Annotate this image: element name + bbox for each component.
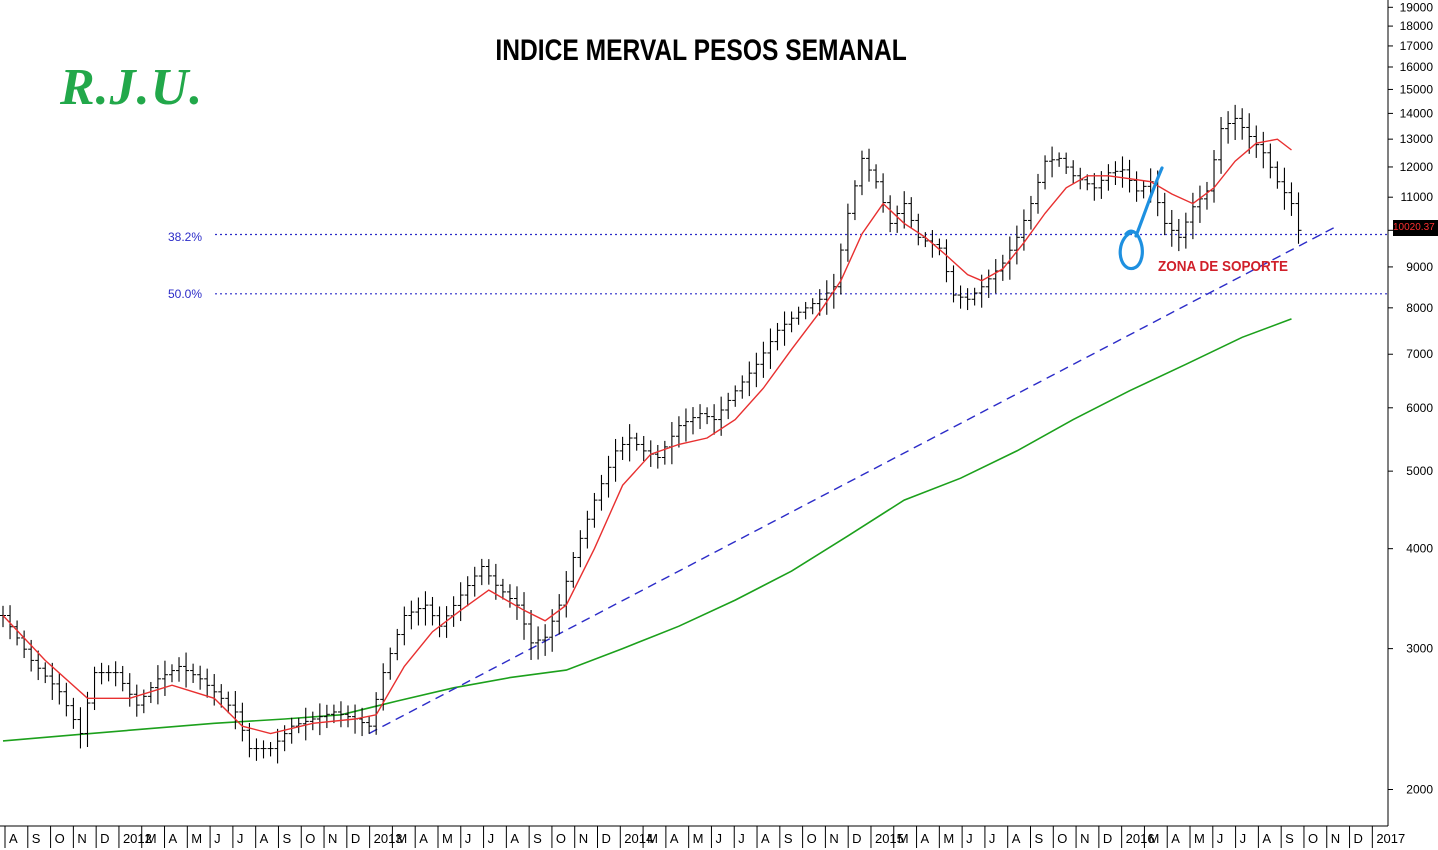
y-tick-label: 17000 <box>1400 39 1434 53</box>
x-tick-label: A <box>761 831 770 846</box>
x-tick-label: M <box>442 831 453 846</box>
x-tick-label: 2012 <box>123 831 152 846</box>
x-tick-label: S <box>784 831 793 846</box>
y-tick-label: 5000 <box>1406 464 1433 478</box>
y-tick-label: 19000 <box>1400 0 1434 14</box>
x-tick-label: J <box>966 831 973 846</box>
x-tick-label: A <box>260 831 269 846</box>
x-tick-label: S <box>32 831 41 846</box>
x-tick-label: M <box>693 831 704 846</box>
x-tick-label: M <box>1148 831 1159 846</box>
x-tick-label: J <box>715 831 722 846</box>
x-tick-label: O <box>55 831 65 846</box>
support-circle-annotation <box>1118 229 1144 271</box>
y-tick-label: 8000 <box>1406 301 1433 315</box>
long-moving-average-line <box>2 318 1292 742</box>
short-moving-average-line <box>2 138 1292 735</box>
x-tick-label: A <box>670 831 679 846</box>
x-tick-label: N <box>1331 831 1340 846</box>
x-tick-label: D <box>1103 831 1112 846</box>
x-tick-label: M <box>647 831 658 846</box>
y-tick-label: 2000 <box>1406 783 1433 797</box>
x-tick-label: S <box>1034 831 1043 846</box>
chart-title: INDICE MERVAL PESOS SEMANAL <box>495 34 907 67</box>
x-tick-label: D <box>100 831 109 846</box>
y-tick-label: 14000 <box>1400 106 1434 120</box>
x-tick-label: A <box>9 831 18 846</box>
x-tick-label: N <box>328 831 337 846</box>
x-tick-label: S <box>282 831 291 846</box>
x-tick-label: N <box>829 831 838 846</box>
x-tick-label: M <box>1194 831 1205 846</box>
x-tick-label: M <box>943 831 954 846</box>
x-tick-label: J <box>465 831 472 846</box>
x-tick-label: D <box>351 831 360 846</box>
x-tick-label: A <box>510 831 519 846</box>
x-tick-label: J <box>738 831 745 846</box>
rju-watermark-logo: R.J.U. <box>60 59 204 116</box>
x-tick-label: N <box>1080 831 1089 846</box>
y-tick-label: 7000 <box>1406 347 1433 361</box>
x-tick-label: N <box>579 831 588 846</box>
x-tick-label: J <box>237 831 244 846</box>
support-zone-annotation: ZONA DE SOPORTE <box>1158 258 1289 275</box>
x-tick-label: O <box>305 831 315 846</box>
x-tick-label: J <box>989 831 996 846</box>
support-checkmark-annotation <box>1134 166 1164 238</box>
y-tick-label: 16000 <box>1400 60 1434 74</box>
x-tick-label: M <box>898 831 909 846</box>
x-tick-label: A <box>169 831 178 846</box>
x-tick-label: O <box>1057 831 1067 846</box>
x-tick-label: A <box>1012 831 1021 846</box>
x-tick-label: O <box>1308 831 1318 846</box>
x-tick-label: A <box>1171 831 1180 846</box>
x-tick-label: O <box>807 831 817 846</box>
x-tick-label: 2014 <box>624 831 653 846</box>
x-tick-label: M <box>146 831 157 846</box>
y-tick-label: 12000 <box>1400 160 1434 174</box>
y-tick-label: 18000 <box>1400 19 1434 33</box>
y-tick-label: 6000 <box>1406 401 1433 415</box>
x-tick-label: 2017 <box>1376 831 1405 846</box>
x-tick-label: D <box>852 831 861 846</box>
x-tick-label: 2015 <box>875 831 904 846</box>
x-tick-label: O <box>556 831 566 846</box>
x-tick-label: J <box>1217 831 1224 846</box>
x-tick-label: 2013 <box>374 831 403 846</box>
x-tick-label: J <box>214 831 221 846</box>
x-tick-label: N <box>77 831 86 846</box>
y-tick-label: 3000 <box>1406 642 1433 656</box>
x-tick-label: S <box>533 831 542 846</box>
x-tick-label: D <box>602 831 611 846</box>
y-tick-label: 15000 <box>1400 82 1434 96</box>
last-price-badge: 10020.37 <box>1393 220 1438 236</box>
x-tick-label: A <box>419 831 428 846</box>
x-tick-label: A <box>1262 831 1271 846</box>
y-tick-label: 13000 <box>1400 132 1434 146</box>
x-tick-label: J <box>1240 831 1247 846</box>
x-tick-label: 2016 <box>1126 831 1155 846</box>
fib-label-500: 50.0% <box>168 287 203 301</box>
y-tick-label: 9000 <box>1406 260 1433 274</box>
x-tick-label: D <box>1354 831 1363 846</box>
x-tick-label: J <box>488 831 495 846</box>
fib-label-382: 38.2% <box>168 230 203 244</box>
x-tick-label: A <box>921 831 930 846</box>
x-tick-label: M <box>191 831 202 846</box>
y-tick-label: 4000 <box>1406 542 1433 556</box>
support-trendline <box>368 226 1336 735</box>
x-tick-label: S <box>1285 831 1294 846</box>
y-tick-label: 11000 <box>1401 190 1434 204</box>
x-tick-label: M <box>396 831 407 846</box>
